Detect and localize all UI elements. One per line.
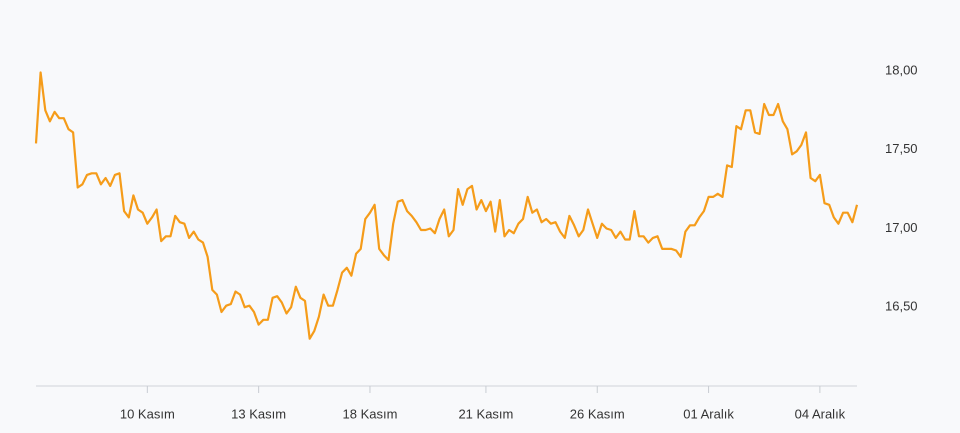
y-tick-label: 16,50 xyxy=(885,299,918,314)
x-tick-label: 10 Kasım xyxy=(120,406,175,421)
x-tick-label: 21 Kasım xyxy=(458,406,513,421)
price-line xyxy=(34,71,859,340)
x-tick-label: 18 Kasım xyxy=(343,406,398,421)
y-tick-label: 17,50 xyxy=(885,141,918,156)
x-tick-label: 13 Kasım xyxy=(231,406,286,421)
x-tick-label: 04 Aralık xyxy=(795,406,846,421)
x-tick-label: 01 Aralık xyxy=(683,406,734,421)
y-tick-label: 17,00 xyxy=(885,220,918,235)
x-tick-label: 26 Kasım xyxy=(570,406,625,421)
y-tick-label: 18,00 xyxy=(885,62,918,77)
